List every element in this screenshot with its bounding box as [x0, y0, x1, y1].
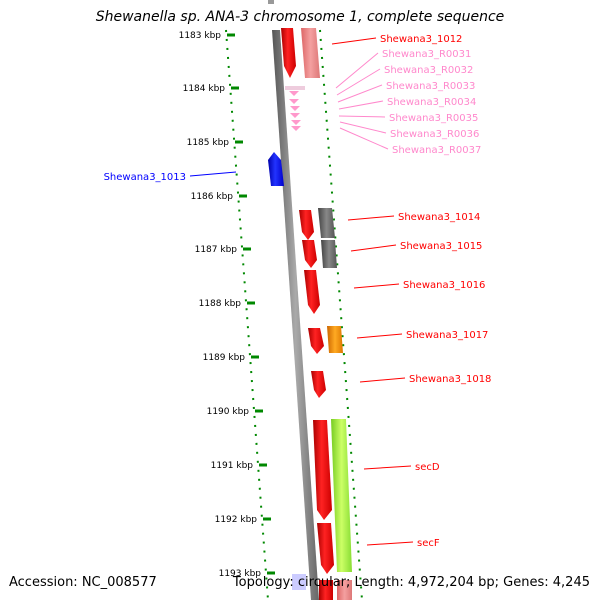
gene-shewana3-1015[interactable] [302, 240, 337, 268]
label-connector [339, 121, 387, 134]
label-connector [331, 37, 377, 45]
gene-label[interactable]: Shewana3_1015 [400, 241, 482, 252]
ruler-tick-label: 1186 kbp [191, 192, 234, 202]
label-connector [350, 244, 397, 252]
chromosome-backbone [272, 30, 319, 600]
gene-label[interactable]: Shewana3_R0031 [382, 49, 471, 60]
ruler-tick-label: 1190 kbp [207, 407, 250, 417]
ruler-tick-label: 1192 kbp [215, 515, 258, 525]
gene-shewana3-1016[interactable] [304, 270, 320, 314]
backbone-top [268, 0, 274, 4]
gene-shewana3-1013[interactable] [268, 152, 284, 186]
gene-label[interactable]: Shewana3_1018 [409, 374, 491, 385]
label-connector [363, 465, 412, 470]
label-connector [189, 171, 237, 177]
map-title: Shewanella sp. ANA-3 chromosome 1, compl… [95, 9, 505, 25]
gene-secF[interactable] [317, 523, 334, 574]
label-connector [359, 377, 406, 383]
gene-label[interactable]: Shewana3_R0037 [392, 145, 481, 156]
label-connectors [189, 37, 414, 546]
label-connector [347, 215, 395, 221]
label-connector [356, 333, 403, 339]
gene-shewana3-1017[interactable] [308, 326, 343, 354]
label-connector [338, 100, 384, 110]
gene-secD[interactable] [313, 419, 352, 572]
gene-label[interactable]: Shewana3_1012 [380, 34, 462, 45]
gene-label[interactable]: Shewana3_1017 [406, 330, 488, 341]
ruler-ticks: 1183 kbp 1184 kbp 1185 kbp 1186 kbp 1187 kbp… [179, 31, 275, 579]
label-connector [336, 68, 381, 96]
accession-text: Accession: NC_008577 [9, 575, 157, 590]
gene-labels: Shewana3_1012 Shewana3_R0031 Shewana3_R003… [104, 34, 492, 549]
gene-shewana3-1018[interactable] [311, 371, 326, 398]
gene-label[interactable]: Shewana3_1013 [104, 172, 186, 183]
label-connector [366, 541, 414, 546]
ruler-tick-label: 1193 kbp [219, 569, 262, 579]
gene-label[interactable]: secD [415, 462, 440, 473]
gene-shewana3-1012[interactable] [281, 28, 320, 78]
ruler-tick-label: 1187 kbp [195, 245, 238, 255]
ruler-tick-label: 1183 kbp [179, 31, 222, 41]
ruler-tick-label: 1184 kbp [183, 84, 226, 94]
gene-label[interactable]: Shewana3_R0033 [386, 81, 475, 92]
gene-label[interactable]: Shewana3_1016 [403, 280, 485, 291]
gene-label[interactable]: Shewana3_1014 [398, 212, 480, 223]
gene-label[interactable]: Shewana3_R0034 [387, 97, 476, 108]
ruler-tick-label: 1185 kbp [187, 138, 230, 148]
gene-label[interactable]: Shewana3_R0035 [389, 113, 478, 124]
summary-text: Topology: circular; Length: 4,972,204 bp… [232, 575, 590, 590]
gene-label[interactable]: Shewana3_R0032 [384, 65, 473, 76]
ruler-tick-label: 1191 kbp [211, 461, 254, 471]
rna-genes[interactable] [285, 86, 305, 131]
label-connector [339, 127, 389, 150]
ruler-tick-label: 1189 kbp [203, 353, 246, 363]
gene-shewana3-1014[interactable] [299, 208, 335, 240]
next-genes[interactable] [292, 574, 352, 600]
ruler-tick-label: 1188 kbp [199, 299, 242, 309]
label-connector [353, 283, 400, 289]
label-connector [335, 52, 379, 89]
label-connector [337, 84, 383, 103]
gene-label[interactable]: secF [417, 538, 440, 549]
gene-label[interactable]: Shewana3_R0036 [390, 129, 479, 140]
label-connector [338, 115, 386, 118]
